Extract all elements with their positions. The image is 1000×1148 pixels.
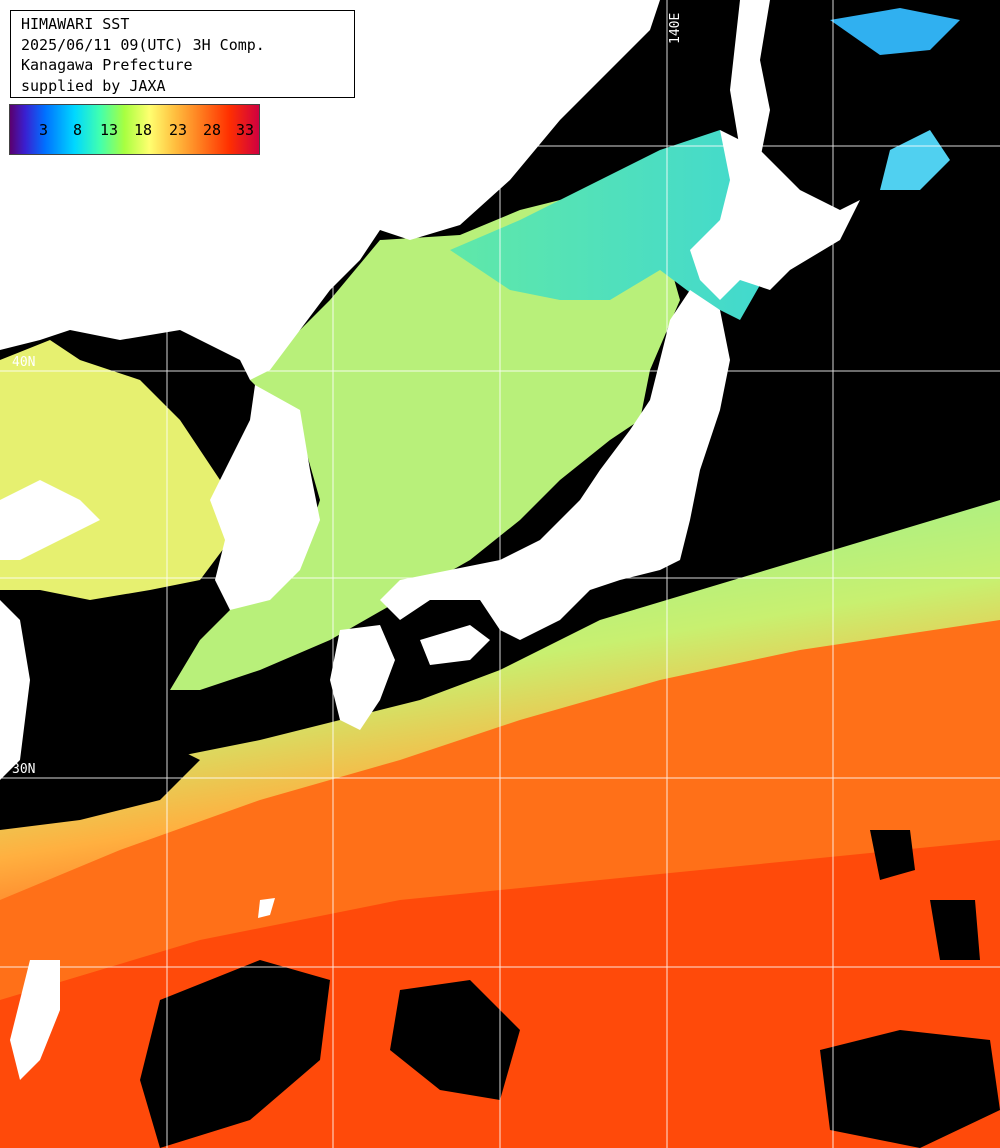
land-hokkaido (690, 130, 860, 300)
land-korea (210, 385, 320, 610)
cold-water-patch (830, 8, 960, 55)
title-line-credit: supplied by JAXA (21, 76, 166, 95)
cloud-patch (820, 1030, 1000, 1148)
cloud-patch (0, 700, 200, 830)
land-okinawa (258, 898, 275, 918)
legend-tick: 28 (203, 121, 222, 139)
land-taiwan (10, 960, 60, 1080)
cold-water-patch (880, 130, 950, 190)
color-legend: 3 8 13 18 23 28 33 (9, 104, 260, 155)
cloud-patch (140, 960, 330, 1148)
legend-tick: 33 (236, 121, 255, 139)
land-sakhalin (730, 0, 770, 160)
title-line-product: HIMAWARI SST (21, 15, 130, 33)
legend-tick: 18 (134, 121, 153, 139)
land-shikoku (420, 625, 490, 665)
title-box: HIMAWARI SST 2025/06/11 09(UTC) 3H Comp.… (10, 10, 355, 98)
cloud-patch (870, 830, 915, 880)
land-honshu (380, 290, 730, 640)
legend-tick: 3 (39, 121, 49, 139)
latitude-label-30n: 30N (12, 762, 36, 777)
title-line-datetime: 2025/06/11 09(UTC) 3H Comp. (21, 35, 265, 54)
title-line-region: Kanagawa Prefecture (21, 56, 193, 74)
longitude-label-140e: 140E (668, 12, 683, 44)
land-china-east (0, 600, 30, 780)
land-kyushu (330, 625, 395, 730)
cloud-patch (930, 900, 980, 960)
land-shandong (0, 480, 100, 560)
legend-tick: 13 (100, 121, 119, 139)
legend-tick: 8 (73, 121, 83, 139)
land-sado-oki (400, 128, 428, 160)
cloud-patch (390, 980, 520, 1100)
legend-tick: 23 (169, 121, 188, 139)
latitude-label-40n: 40N (12, 355, 36, 370)
